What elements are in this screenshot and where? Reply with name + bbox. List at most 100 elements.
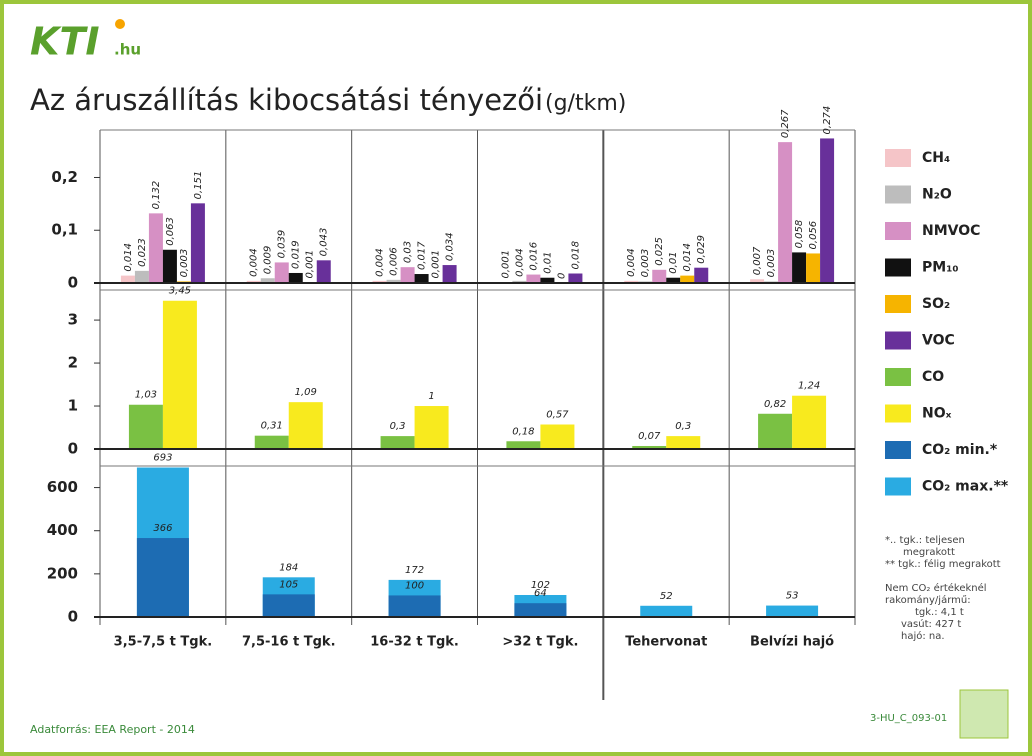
value-label: 0,267: [780, 109, 791, 138]
bar: [514, 603, 567, 617]
value-label: 0,025: [654, 237, 665, 266]
bar: [506, 441, 541, 449]
bar: [190, 203, 205, 283]
value-label: 0,001: [431, 250, 442, 279]
value-label: 0,034: [445, 232, 456, 261]
legend-swatch: [885, 477, 911, 496]
bar: [134, 270, 149, 283]
bar: [778, 142, 793, 283]
value-label: 3,45: [169, 286, 191, 297]
note: vasút: 427 t: [901, 618, 961, 630]
value-label: 184: [279, 562, 298, 573]
value-label: 0,058: [794, 220, 805, 249]
value-label: 1,09: [295, 387, 317, 398]
bar: [792, 395, 827, 449]
value-label: 0,039: [277, 230, 288, 259]
legend-label: VOC: [922, 333, 955, 349]
value-label: 0,009: [263, 246, 274, 275]
value-label: 64: [534, 588, 547, 599]
bar: [624, 280, 639, 283]
value-label: 0,151: [193, 171, 204, 200]
bar: [262, 594, 315, 617]
bar: [666, 436, 701, 449]
bar: [820, 138, 835, 283]
bar: [758, 413, 793, 449]
value-label: 0,004: [626, 248, 637, 277]
value-label: 0,018: [570, 241, 581, 270]
logo-suffix: .hu: [114, 41, 141, 59]
value-label: 0,3: [675, 421, 691, 432]
bar: [288, 402, 323, 449]
bar: [260, 278, 275, 283]
bar: [162, 249, 177, 283]
value-label: 0,01: [542, 251, 553, 273]
x-tick-label: 7,5-16 t Tgk.: [242, 635, 336, 650]
value-label: 0: [556, 273, 567, 279]
value-label: 0,18: [512, 426, 534, 437]
bar: [806, 253, 821, 283]
bar: [128, 404, 163, 449]
bar: [652, 269, 667, 283]
y-tick-label: 0,2: [51, 168, 78, 186]
y-tick-label: 400: [47, 521, 78, 539]
bar: [568, 273, 583, 283]
value-label: 0,03: [403, 241, 414, 263]
value-label: 366: [153, 523, 172, 534]
x-tick-label: 3,5-7,5 t Tgk.: [114, 635, 212, 650]
value-label: 0,014: [123, 243, 134, 272]
bar: [766, 605, 819, 617]
bar: [750, 279, 765, 283]
value-label: 0,017: [417, 241, 428, 270]
value-label: 0,3: [390, 421, 406, 432]
source: Adatforrás: EEA Report - 2014: [30, 723, 195, 736]
badge: [959, 689, 1009, 739]
value-label: 53: [786, 591, 799, 602]
value-label: 100: [405, 580, 424, 591]
logo-dot: [115, 19, 125, 29]
unit: (g/tkm): [545, 91, 626, 116]
title: Az áruszállítás kibocsátási tényezői: [30, 83, 543, 117]
value-label: 0,001: [500, 250, 511, 279]
value-label: 0,007: [752, 246, 763, 275]
y-tick-label: 200: [47, 564, 78, 582]
note: tgk.: 4,1 t: [915, 607, 964, 618]
note: *.. tgk.: teljesen: [885, 535, 965, 546]
logo: KTI: [30, 20, 100, 64]
y-tick-label: 1: [68, 397, 78, 415]
legend-swatch: [885, 258, 911, 277]
value-label: 0,274: [822, 106, 833, 135]
value-label: 0,019: [291, 240, 302, 269]
value-label: 0,004: [249, 248, 260, 277]
y-tick-label: 0: [68, 608, 78, 626]
x-tick-label: 16-32 t Tgk.: [370, 635, 459, 650]
bar: [120, 275, 135, 283]
bar: [254, 435, 289, 449]
bar: [162, 300, 197, 449]
bar: [288, 272, 303, 283]
note: hajó: na.: [901, 630, 945, 642]
value-label: 0,31: [261, 421, 283, 432]
bar: [136, 538, 189, 617]
legend-label: NOₓ: [922, 406, 952, 422]
value-label: 0,001: [305, 250, 316, 279]
legend-label: CO₂ min.*: [922, 442, 998, 458]
legend-label: NMVOC: [922, 223, 980, 239]
value-label: 102: [531, 580, 550, 591]
value-label: 0,57: [546, 410, 569, 421]
legend-swatch: [885, 368, 911, 386]
value-label: 0,01: [668, 251, 679, 273]
bar: [388, 595, 441, 617]
legend-swatch: [885, 149, 911, 167]
bar: [680, 275, 695, 283]
note: rakomány/jármű:: [885, 594, 971, 606]
note: Nem CO₂ értékeknél: [885, 582, 987, 594]
value-label: 1: [428, 391, 434, 402]
legend-swatch: [885, 331, 911, 350]
legend-label: CO: [922, 369, 944, 385]
legend-swatch: [885, 185, 911, 204]
code: 3-HU_C_093-01: [870, 713, 947, 724]
y-tick-label: 0: [68, 274, 78, 292]
bar: [274, 262, 289, 283]
value-label: 0,132: [151, 181, 162, 210]
